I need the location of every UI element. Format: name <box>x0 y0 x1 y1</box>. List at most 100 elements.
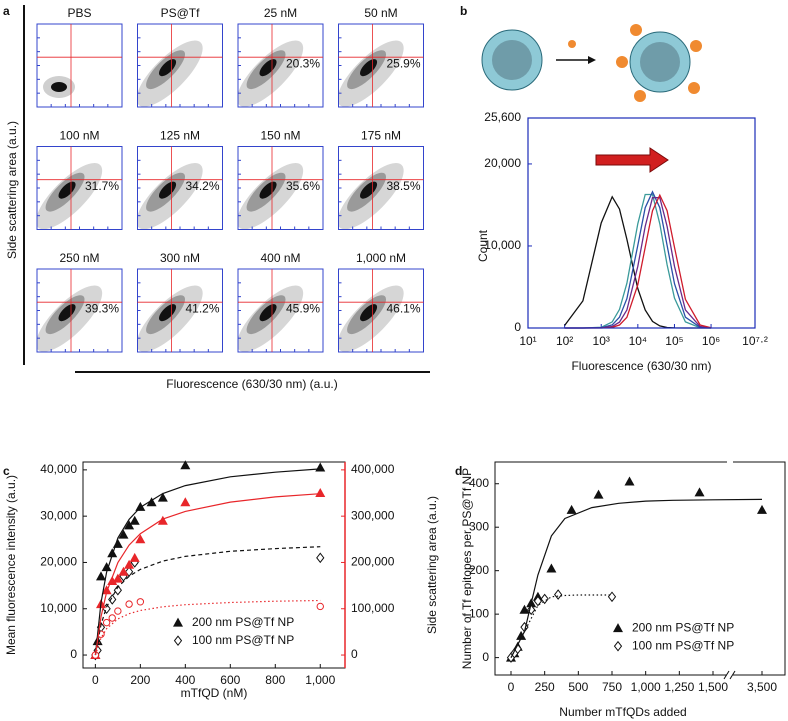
plot-title: 150 nM <box>260 129 300 143</box>
x-tick-label: 10⁷·² <box>742 334 768 348</box>
data-point <box>146 497 157 507</box>
y-tick-label: 300 <box>469 519 489 533</box>
data-point <box>180 497 191 507</box>
density-plot <box>37 285 103 352</box>
data-point <box>315 462 326 472</box>
histogram-curve <box>564 195 712 329</box>
trend-arrow <box>595 147 669 173</box>
data-point <box>607 591 617 603</box>
data-point <box>136 598 145 606</box>
x-tick-label: 10² <box>556 334 573 348</box>
data-point <box>566 504 577 514</box>
x-tick-label: 10¹ <box>519 334 536 348</box>
axis-break-gap <box>727 459 733 465</box>
axis-label: Mean fluorescence intensity (a.u.) <box>4 475 18 655</box>
data-point <box>108 614 116 622</box>
legend-marker <box>613 623 623 633</box>
plot-frame <box>527 117 756 329</box>
value-label: 38.5% <box>386 179 420 193</box>
y-tick-label: 0 <box>70 647 77 661</box>
value-label: 35.6% <box>286 179 320 193</box>
y-tick-label: 25,600 <box>484 110 521 124</box>
fit-curve <box>510 594 612 658</box>
data-point <box>95 571 106 581</box>
density-plot <box>37 163 103 230</box>
data-point <box>593 489 604 499</box>
y-tick-label: 0 <box>482 650 489 664</box>
data-point <box>316 602 324 611</box>
plot-title: 50 nM <box>364 6 397 20</box>
data-point <box>516 630 527 640</box>
legend-marker <box>613 640 623 652</box>
y2-tick-label: 100,000 <box>351 601 395 615</box>
density-core <box>51 82 67 92</box>
data-point <box>540 593 549 605</box>
density-plot <box>338 40 404 107</box>
plot-title: 25 nM <box>264 6 297 20</box>
data-point <box>519 604 530 614</box>
data-point <box>125 600 133 608</box>
data-point <box>113 584 122 596</box>
fit-curve <box>510 498 763 658</box>
data-point <box>135 534 146 544</box>
x-tick-label: 800 <box>265 673 285 687</box>
y2-tick-label: 400,000 <box>351 462 395 476</box>
y-tick-label: 40,000 <box>40 462 77 476</box>
x-tick-label: 1,000 <box>305 673 335 687</box>
axis-label: Count <box>476 229 490 262</box>
panel-label: d <box>455 464 462 478</box>
quantum-dot <box>568 40 576 48</box>
axis-label: Fluorescence (630/30 nm) <box>571 359 711 373</box>
data-point <box>112 538 123 548</box>
x-tick-label: 400 <box>175 673 195 687</box>
data-point <box>108 594 117 605</box>
x-tick-label: 1,000 <box>631 680 661 694</box>
plot-title: 100 nM <box>59 129 99 143</box>
y-tick-label: 100 <box>469 606 489 620</box>
x-tick-label: 10⁶ <box>702 334 720 348</box>
nanoparticle-core <box>492 40 532 80</box>
quantum-dot <box>630 24 642 36</box>
axis-label: Number of Tf epitopes per PS@Tf NP <box>460 468 474 669</box>
density-plot <box>238 285 304 352</box>
x-tick-label: 200 <box>130 673 150 687</box>
y-tick-label: 10,000 <box>484 238 521 252</box>
data-point <box>107 548 118 558</box>
data-point <box>527 604 536 616</box>
data-point <box>315 488 326 498</box>
plot-title: 125 nM <box>160 129 200 143</box>
data-point <box>124 520 135 530</box>
y-tick-label: 20,000 <box>40 555 77 569</box>
y-tick-label: 400 <box>469 476 489 490</box>
axis-break <box>729 670 736 680</box>
histogram-curve <box>564 197 712 329</box>
density-plot <box>238 40 304 107</box>
data-point <box>112 573 123 583</box>
legend-label: 100 nm PS@Tf NP <box>632 638 734 652</box>
histogram-curve <box>564 193 712 329</box>
axis-break <box>723 670 730 680</box>
legend-label: 200 nm PS@Tf NP <box>192 615 294 629</box>
data-point <box>124 559 135 569</box>
x-tick-label: 500 <box>568 680 588 694</box>
data-point <box>546 563 557 573</box>
density-plot <box>137 163 203 230</box>
arrow-head <box>588 56 596 64</box>
panel-label: c <box>3 464 10 478</box>
axis-label: Fluorescence (630/30 nm) (a.u.) <box>166 377 337 391</box>
histogram-curve <box>564 193 712 329</box>
data-point <box>553 589 563 600</box>
data-point <box>114 607 122 615</box>
y-tick-label: 200 <box>469 563 489 577</box>
axis-label: Side scattering area (a.u.) <box>425 496 439 634</box>
value-label: 25.9% <box>386 56 420 70</box>
data-point <box>118 566 129 576</box>
legend-marker <box>173 635 183 646</box>
nanoparticle-core <box>640 42 680 82</box>
data-point <box>624 476 635 486</box>
axis-break-gap <box>727 672 733 678</box>
value-label: 45.9% <box>286 301 320 315</box>
fit-curve <box>94 546 321 656</box>
x-tick-label: 10³ <box>593 334 610 348</box>
data-point <box>118 529 129 539</box>
